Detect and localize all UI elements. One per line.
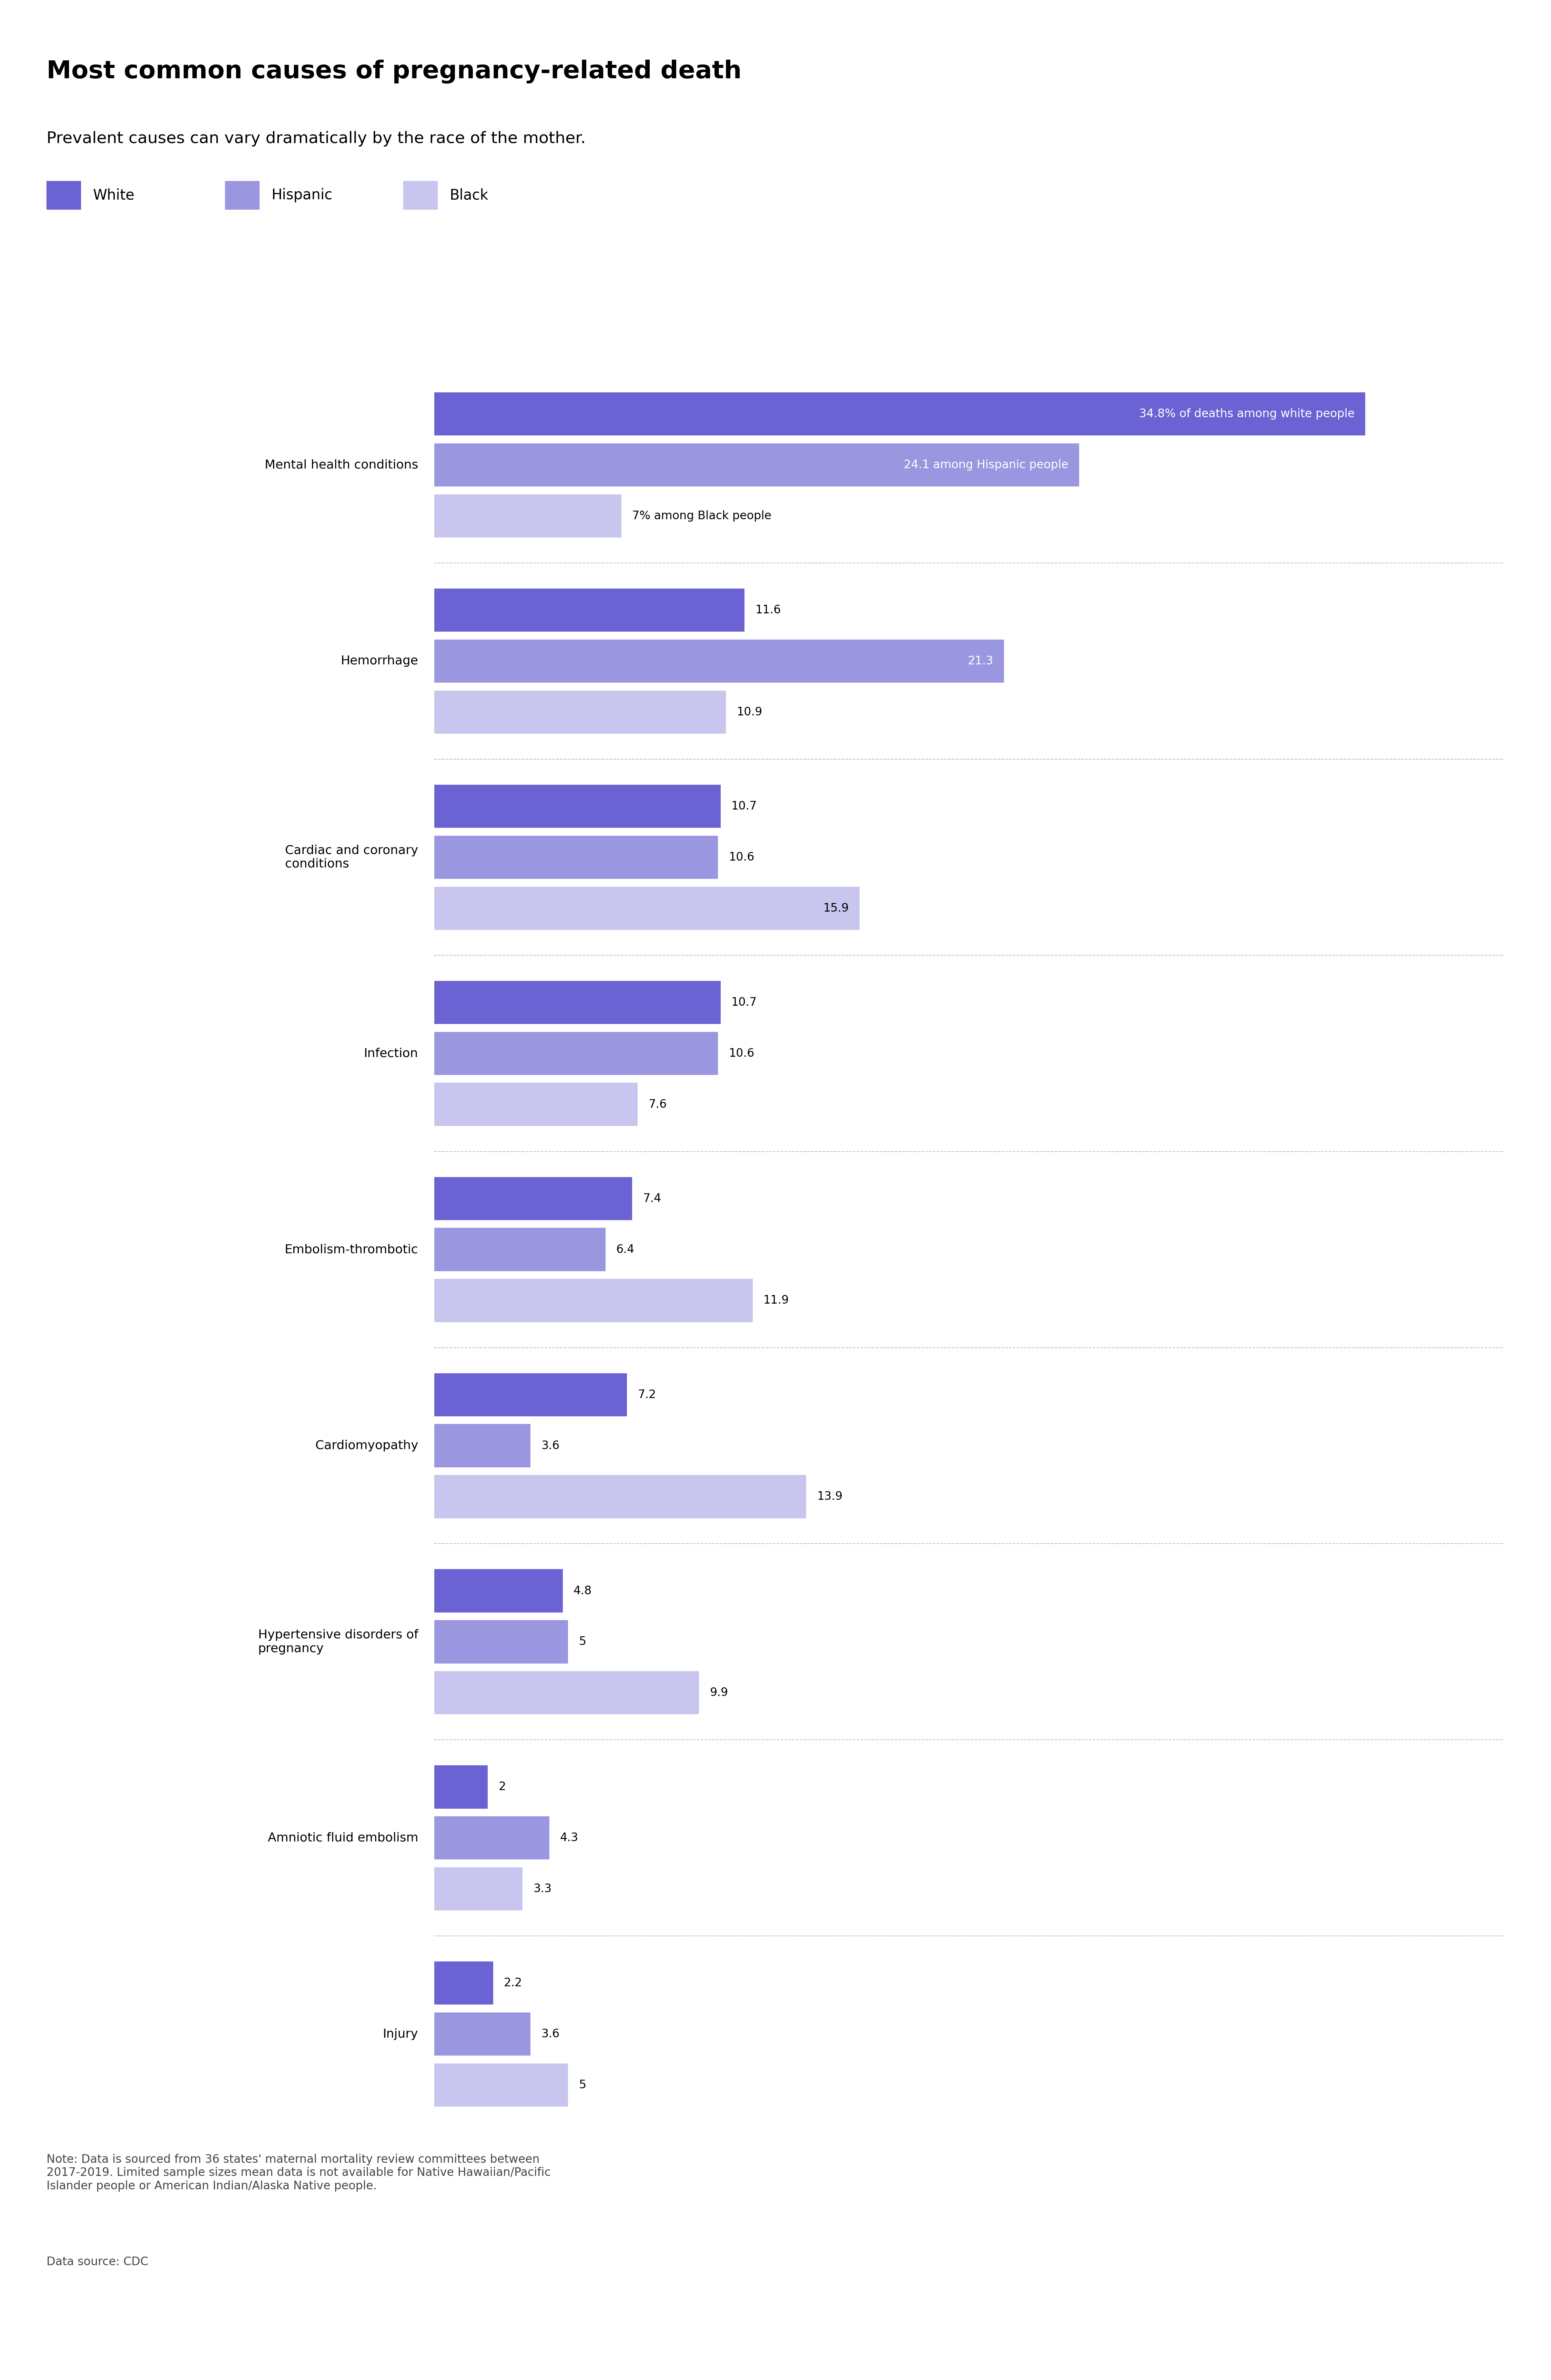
- Text: Infection: Infection: [364, 1047, 419, 1059]
- Bar: [434, 2063, 568, 2106]
- Bar: [434, 981, 721, 1023]
- Text: Note: Data is sourced from 36 states' maternal mortality review committees betwe: Note: Data is sourced from 36 states' ma…: [47, 2154, 551, 2192]
- Text: Data source: CDC: Data source: CDC: [47, 2256, 149, 2268]
- Text: 10.6: 10.6: [729, 852, 754, 864]
- Text: 5: 5: [579, 2080, 586, 2090]
- Bar: [434, 2013, 530, 2056]
- Text: Prevalent causes can vary dramatically by the race of the mother.: Prevalent causes can vary dramatically b…: [47, 131, 586, 148]
- Text: Hypertensive disorders of
pregnancy: Hypertensive disorders of pregnancy: [257, 1630, 419, 1654]
- Text: Amniotic fluid embolism: Amniotic fluid embolism: [268, 1833, 419, 1844]
- Text: 11.9: 11.9: [763, 1295, 789, 1307]
- Text: 4.3: 4.3: [560, 1833, 579, 1844]
- Bar: [434, 1621, 568, 1664]
- Text: 10.7: 10.7: [731, 997, 757, 1009]
- Bar: [434, 1278, 752, 1321]
- Text: 3.6: 3.6: [541, 2028, 560, 2040]
- Bar: [434, 1961, 493, 2004]
- Text: Cardiomyopathy: Cardiomyopathy: [315, 1440, 419, 1452]
- Bar: [434, 1868, 523, 1911]
- Text: Hispanic: Hispanic: [271, 188, 332, 202]
- Bar: [434, 495, 622, 538]
- Text: 10.7: 10.7: [731, 800, 757, 812]
- Bar: [434, 1766, 489, 1809]
- Text: Hemorrhage: Hemorrhage: [341, 654, 419, 666]
- Bar: [434, 1568, 563, 1611]
- Bar: [434, 1228, 605, 1271]
- Bar: [434, 393, 1365, 436]
- Text: Embolism-thrombotic: Embolism-thrombotic: [285, 1245, 419, 1254]
- Text: 7.2: 7.2: [637, 1390, 656, 1399]
- Bar: [434, 785, 721, 828]
- Bar: [434, 1033, 718, 1076]
- Text: 5: 5: [579, 1635, 586, 1647]
- Text: 2: 2: [498, 1780, 506, 1792]
- Text: Cardiac and coronary
conditions: Cardiac and coronary conditions: [285, 845, 419, 869]
- Text: 7.4: 7.4: [644, 1192, 661, 1204]
- Text: Most common causes of pregnancy-related death: Most common causes of pregnancy-related …: [47, 60, 741, 83]
- Bar: [434, 1178, 633, 1221]
- Text: 3.6: 3.6: [541, 1440, 560, 1452]
- Text: 11.6: 11.6: [755, 605, 782, 616]
- Bar: [434, 1476, 807, 1518]
- Bar: [434, 640, 1003, 683]
- Text: 34.8% of deaths among white people: 34.8% of deaths among white people: [1138, 409, 1354, 419]
- Bar: [434, 1671, 700, 1714]
- Bar: [434, 690, 726, 733]
- Text: 10.9: 10.9: [737, 707, 762, 719]
- Text: 24.1 among Hispanic people: 24.1 among Hispanic people: [904, 459, 1069, 471]
- Text: Mental health conditions: Mental health conditions: [265, 459, 419, 471]
- Text: 3.3: 3.3: [534, 1883, 552, 1894]
- Text: 21.3: 21.3: [968, 654, 994, 666]
- Bar: [434, 1373, 627, 1416]
- Bar: [434, 888, 859, 931]
- Text: 4.8: 4.8: [574, 1585, 592, 1597]
- Text: 9.9: 9.9: [710, 1687, 729, 1699]
- Text: 7% among Black people: 7% among Black people: [633, 509, 771, 521]
- Text: 15.9: 15.9: [824, 902, 848, 914]
- Text: 2.2: 2.2: [504, 1978, 523, 1990]
- Bar: [434, 835, 718, 878]
- Text: 6.4: 6.4: [616, 1245, 634, 1254]
- Bar: [434, 1423, 530, 1466]
- Text: Injury: Injury: [383, 2028, 419, 2040]
- Text: Black: Black: [450, 188, 489, 202]
- Bar: [434, 588, 744, 631]
- Text: 13.9: 13.9: [817, 1490, 842, 1502]
- Bar: [434, 1083, 637, 1126]
- Text: White: White: [93, 188, 135, 202]
- Bar: [434, 1816, 549, 1859]
- Text: 7.6: 7.6: [648, 1100, 667, 1109]
- Text: 10.6: 10.6: [729, 1047, 754, 1059]
- Bar: [434, 443, 1079, 486]
